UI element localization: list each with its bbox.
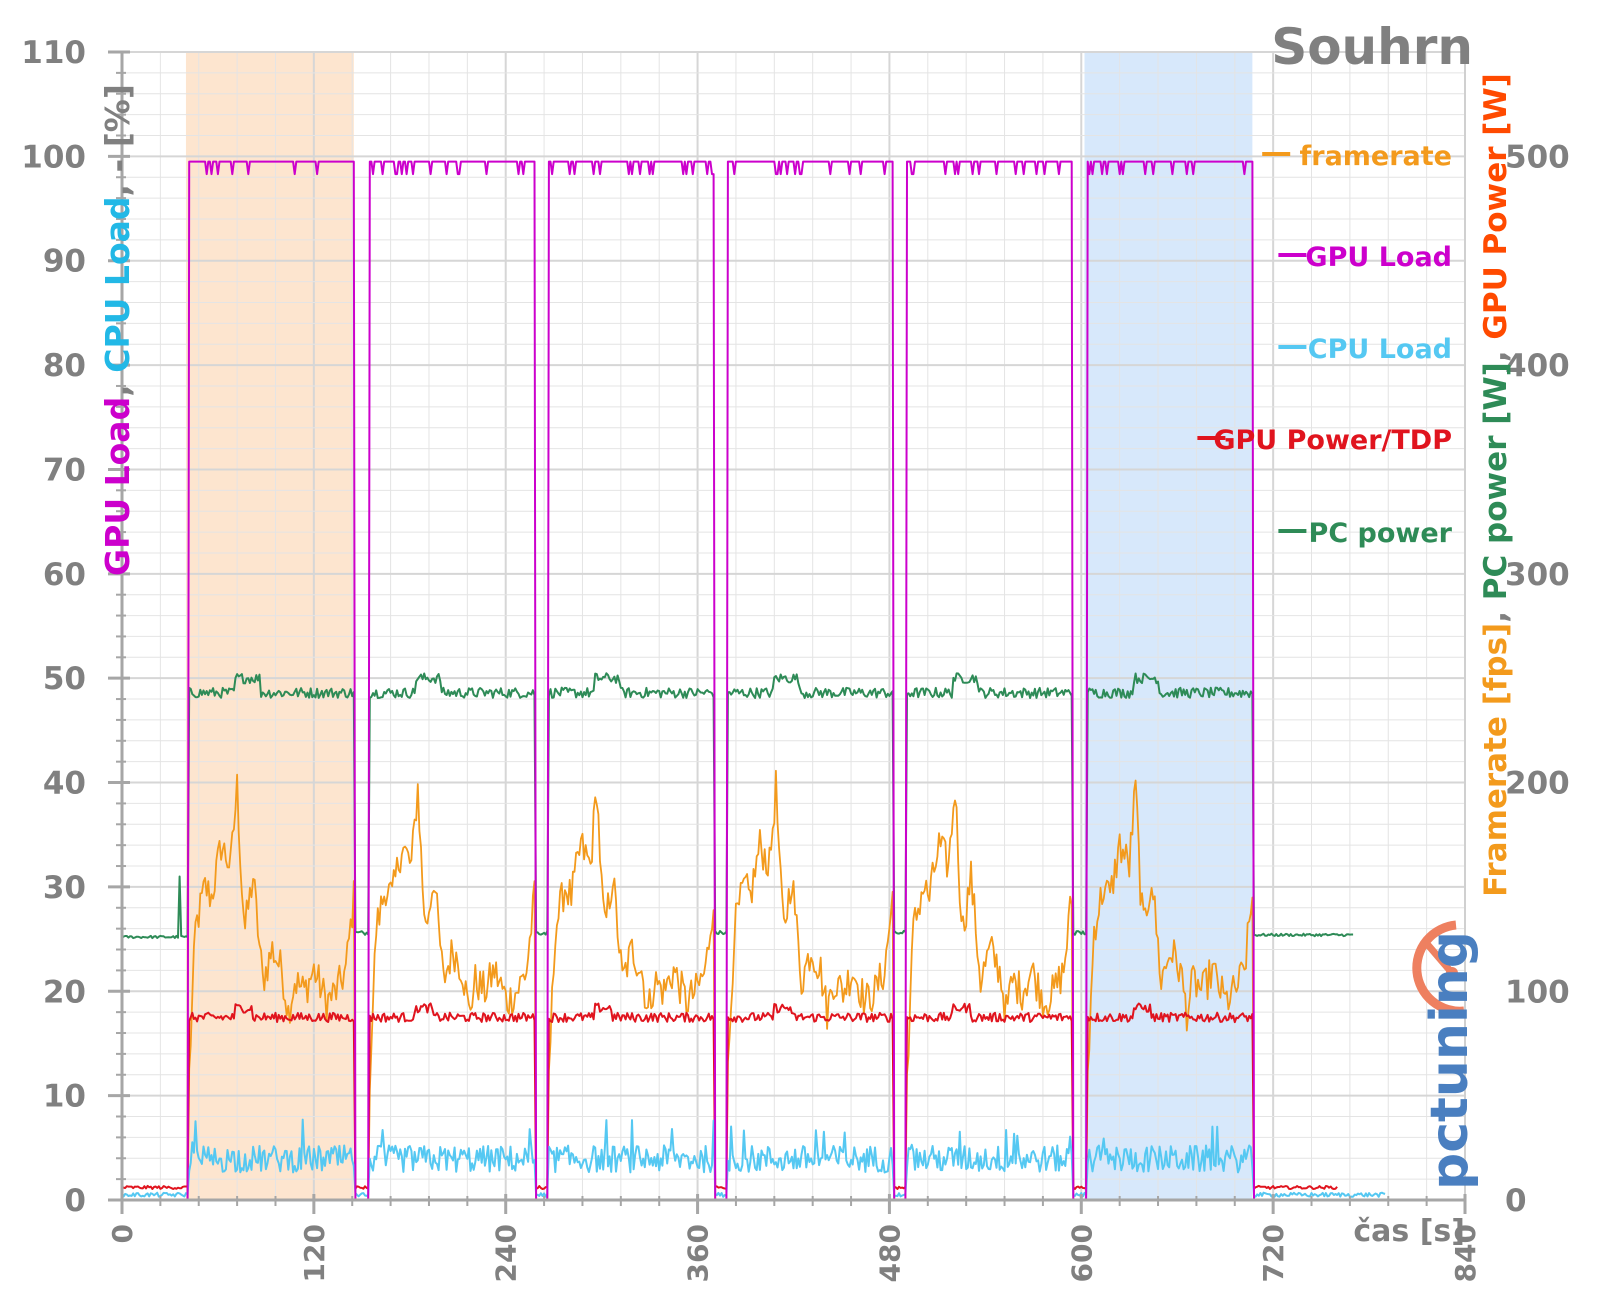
legend-entry-gpu-power-tdp: GPU Power/TDP — [1197, 425, 1452, 456]
x-tick-label: 0 — [106, 1224, 139, 1243]
y-right-tick-label: 300 — [1505, 557, 1570, 593]
shaded-regions — [185, 52, 1253, 1200]
shaded-region-0 — [185, 52, 354, 1200]
x-tick-label: 720 — [1257, 1224, 1290, 1282]
legend: framerate GPU Load CPU Load GPU Power/TDP PC… — [1197, 141, 1453, 549]
x-tick-label: 480 — [873, 1224, 906, 1282]
y-left-tick-label: 20 — [43, 974, 86, 1010]
y-axis-right-label: Framerate [fps], PC power [W], GPU Power… — [1478, 73, 1514, 897]
series-lines — [121, 160, 1386, 1201]
y-left-tick-label: 10 — [43, 1079, 86, 1115]
axes: 0 10 20 30 40 50 60 70 80 90 100 110 0 100 200 300 400 50… — [21, 35, 1569, 1282]
y-right-tick-label: 100 — [1505, 974, 1570, 1010]
legend-label: GPU Power/TDP — [1213, 425, 1452, 456]
x-tick-label: 240 — [490, 1224, 523, 1282]
series-line-gpu-load — [122, 160, 1386, 1201]
legend-label: framerate — [1300, 141, 1452, 172]
y-left-tick-label: 90 — [43, 244, 86, 280]
shaded-region-1 — [1084, 52, 1253, 1200]
y-left-tick-label: 30 — [43, 870, 86, 906]
y-right-tick-label: 400 — [1505, 348, 1570, 384]
y-axis-left-label: GPU Load, CPU Load, - [%] — [98, 84, 137, 576]
y-left-tick-label: 110 — [21, 35, 86, 71]
legend-entry-pc-power: PC power — [1278, 518, 1453, 549]
logo-text: pctuning — [1420, 931, 1480, 1190]
x-tick-label: 600 — [1065, 1224, 1098, 1282]
y-left-tick-label: 0 — [64, 1183, 86, 1219]
series-line-cpu-load — [121, 1118, 1386, 1198]
y-right-tick-label: 500 — [1505, 139, 1570, 175]
series-line-framerate — [122, 769, 1255, 1201]
legend-entry-cpu-load: CPU Load — [1278, 334, 1452, 365]
legend-label: PC power — [1309, 518, 1453, 549]
series-line-pc-power — [121, 672, 1354, 940]
legend-label: GPU Load — [1305, 242, 1452, 273]
logo: pctuning — [1412, 920, 1480, 1190]
gauge-icon — [1412, 920, 1465, 1016]
y-left-tick-label: 70 — [43, 452, 86, 488]
legend-label: CPU Load — [1308, 334, 1452, 365]
series-line-gpu-power-tdp — [121, 1002, 1338, 1190]
y-left-tick-label: 100 — [21, 139, 86, 175]
y-left-tick-label: 50 — [43, 661, 86, 697]
y-right-tick-label: 0 — [1505, 1183, 1527, 1219]
y-left-tick-label: 60 — [43, 557, 86, 593]
x-tick-label: 120 — [298, 1224, 331, 1282]
legend-entry-gpu-load: GPU Load — [1278, 242, 1452, 273]
x-tick-label: 840 — [1449, 1224, 1482, 1282]
chart-title: Souhrn — [1271, 18, 1473, 76]
y-left-tick-label: 40 — [43, 766, 86, 802]
y-right-tick-label: 200 — [1505, 766, 1570, 802]
x-tick-label: 360 — [682, 1224, 715, 1282]
legend-entry-framerate: framerate — [1262, 141, 1452, 172]
y-left-tick-label: 80 — [43, 348, 86, 384]
x-axis-label: čas [s] — [1353, 1214, 1465, 1249]
